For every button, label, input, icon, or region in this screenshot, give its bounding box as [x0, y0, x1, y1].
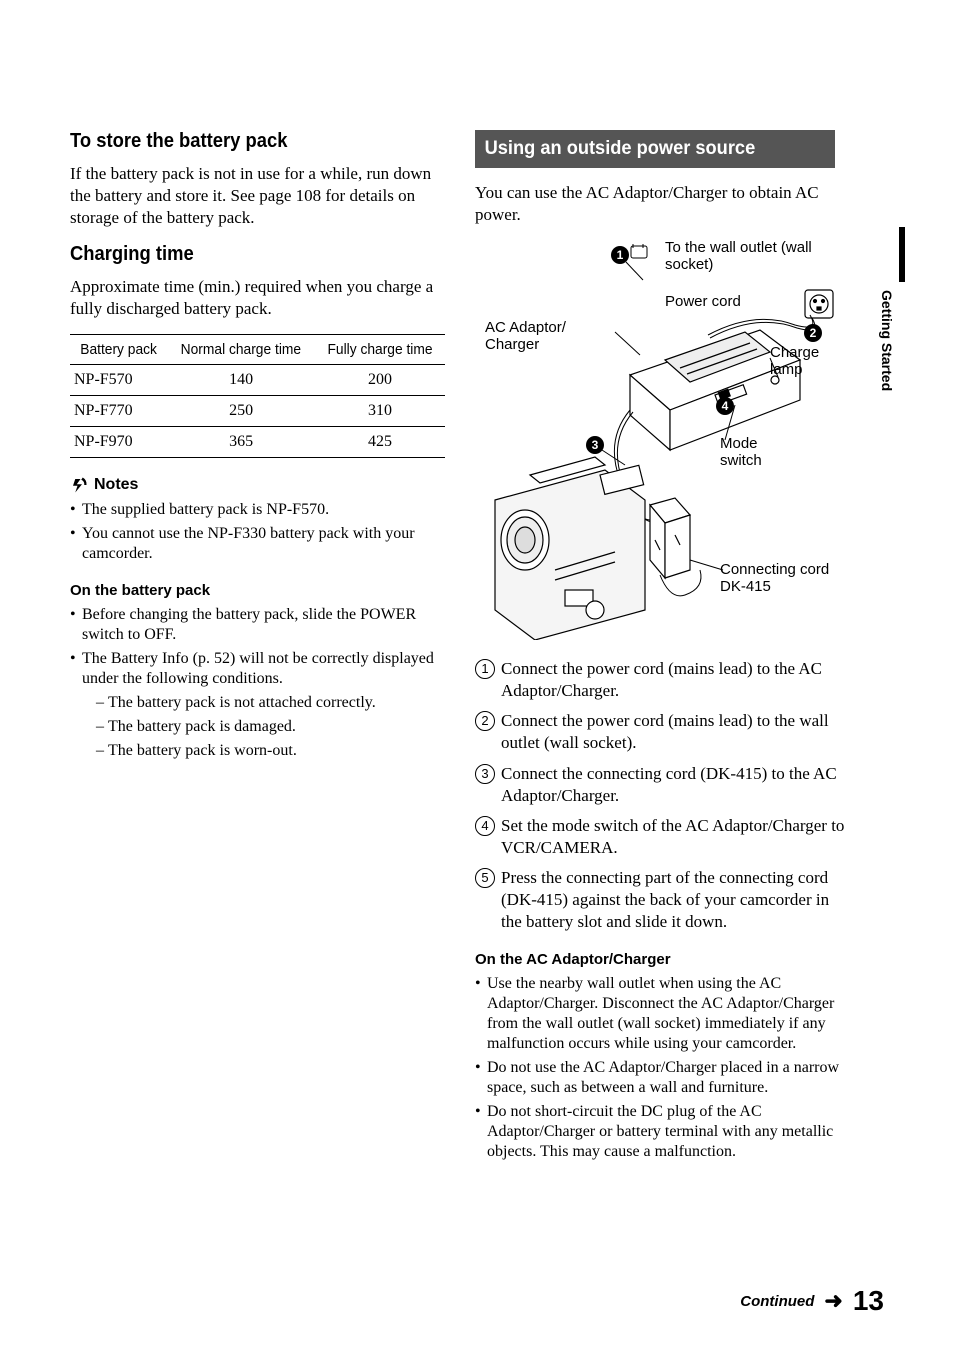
label-cord: Power cord — [665, 294, 741, 311]
step-item: Connect the power cord (mains lead) to t… — [475, 658, 850, 702]
sub-heading-battery: On the battery pack — [70, 582, 445, 599]
section-bar: Using an outside power source — [475, 130, 835, 168]
svg-text:3: 3 — [592, 438, 599, 452]
notes-list: The supplied battery pack is NP-F570. Yo… — [70, 500, 445, 564]
list-item: Do not short-circuit the DC plug of the … — [475, 1102, 850, 1162]
cell: NP-F570 — [70, 365, 167, 396]
sub-heading-ac: On the AC Adaptor/Charger — [475, 951, 850, 968]
para-charge: Approximate time (min.) required when yo… — [70, 276, 445, 320]
diagram: 1 2 3 — [475, 240, 850, 640]
table-row: NP-F570 140 200 — [70, 365, 445, 396]
cell: NP-F970 — [70, 427, 167, 458]
label-mode: Mode switch — [720, 436, 790, 469]
left-column: To store the battery pack If the battery… — [70, 130, 445, 1180]
label-lamp: Charge lamp — [770, 345, 840, 378]
table-row: NP-F770 250 310 — [70, 396, 445, 427]
th-full: Fully charge time — [320, 335, 440, 365]
para-store: If the battery pack is not in use for a … — [70, 163, 445, 229]
side-tab-bar — [899, 227, 905, 282]
step-item: Press the connecting part of the connect… — [475, 867, 850, 933]
battery-list: Before changing the battery pack, slide … — [70, 605, 445, 761]
cell: 310 — [315, 396, 445, 427]
notes-header: Notes — [70, 476, 445, 494]
list-item: The battery pack is damaged. — [96, 717, 445, 738]
recycle-icon — [70, 476, 88, 494]
side-tab: Getting Started — [879, 290, 895, 391]
charging-table: Battery pack Normal charge time Fully ch… — [70, 334, 445, 458]
right-column: Using an outside power source You can us… — [475, 130, 850, 1180]
label-adaptor: AC Adaptor/ Charger — [485, 320, 605, 353]
list-item: The Battery Info (p. 52) will not be cor… — [70, 649, 445, 761]
cell: 200 — [315, 365, 445, 396]
svg-text:2: 2 — [810, 326, 817, 340]
svg-text:4: 4 — [722, 399, 729, 413]
svg-text:1: 1 — [617, 248, 624, 262]
page: To store the battery pack If the battery… — [0, 0, 954, 1240]
list-item: The battery pack is worn-out. — [96, 741, 445, 762]
notes-label: Notes — [94, 476, 138, 494]
steps-list: Connect the power cord (mains lead) to t… — [475, 658, 850, 933]
th-battery: Battery pack — [74, 335, 163, 365]
list-item: You cannot use the NP-F330 battery pack … — [70, 524, 445, 564]
heading-store: To store the battery pack — [70, 130, 415, 153]
th-normal: Normal charge time — [173, 335, 309, 365]
table-row: NP-F970 365 425 — [70, 427, 445, 458]
footer: Continued ➜ 13 — [740, 1285, 884, 1317]
list-text: The Battery Info (p. 52) will not be cor… — [82, 650, 434, 687]
label-wall: To the wall outlet (wall socket) — [665, 240, 850, 273]
step-item: Set the mode switch of the AC Adaptor/Ch… — [475, 815, 850, 859]
label-connecting: Connecting cord DK-415 — [720, 562, 830, 595]
list-item: Use the nearby wall outlet when using th… — [475, 974, 850, 1054]
ac-list: Use the nearby wall outlet when using th… — [475, 974, 850, 1162]
cell: 250 — [167, 396, 315, 427]
list-item: The battery pack is not attached correct… — [96, 693, 445, 714]
arrow-icon: ➜ — [824, 1288, 842, 1314]
cell: 365 — [167, 427, 315, 458]
list-item: Before changing the battery pack, slide … — [70, 605, 445, 645]
step-item: Connect the power cord (mains lead) to t… — [475, 710, 850, 754]
continued-label: Continued — [740, 1293, 814, 1310]
cell: 425 — [315, 427, 445, 458]
page-number: 13 — [853, 1285, 884, 1317]
list-item: Do not use the AC Adaptor/Charger placed… — [475, 1058, 850, 1098]
step-item: Connect the connecting cord (DK-415) to … — [475, 763, 850, 807]
sub-list: The battery pack is not attached correct… — [82, 693, 445, 761]
para-intro: You can use the AC Adaptor/Charger to ob… — [475, 182, 850, 226]
heading-charge: Charging time — [70, 243, 415, 266]
cell: 140 — [167, 365, 315, 396]
list-item: The supplied battery pack is NP-F570. — [70, 500, 445, 520]
cell: NP-F770 — [70, 396, 167, 427]
